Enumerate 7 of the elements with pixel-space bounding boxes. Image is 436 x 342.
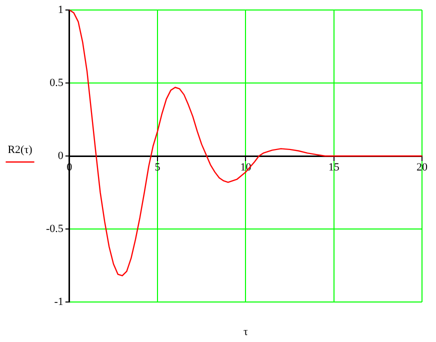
- y-tick-label: -1: [54, 296, 64, 308]
- x-axis-title: τ: [243, 326, 248, 338]
- y-tick-label: 1: [58, 4, 64, 16]
- y-tick-label: 0: [58, 150, 64, 162]
- y-tick-label: -0.5: [46, 222, 64, 235]
- y-tick-label: 0.5: [50, 76, 64, 89]
- y-axis-title: R2(τ): [8, 144, 33, 156]
